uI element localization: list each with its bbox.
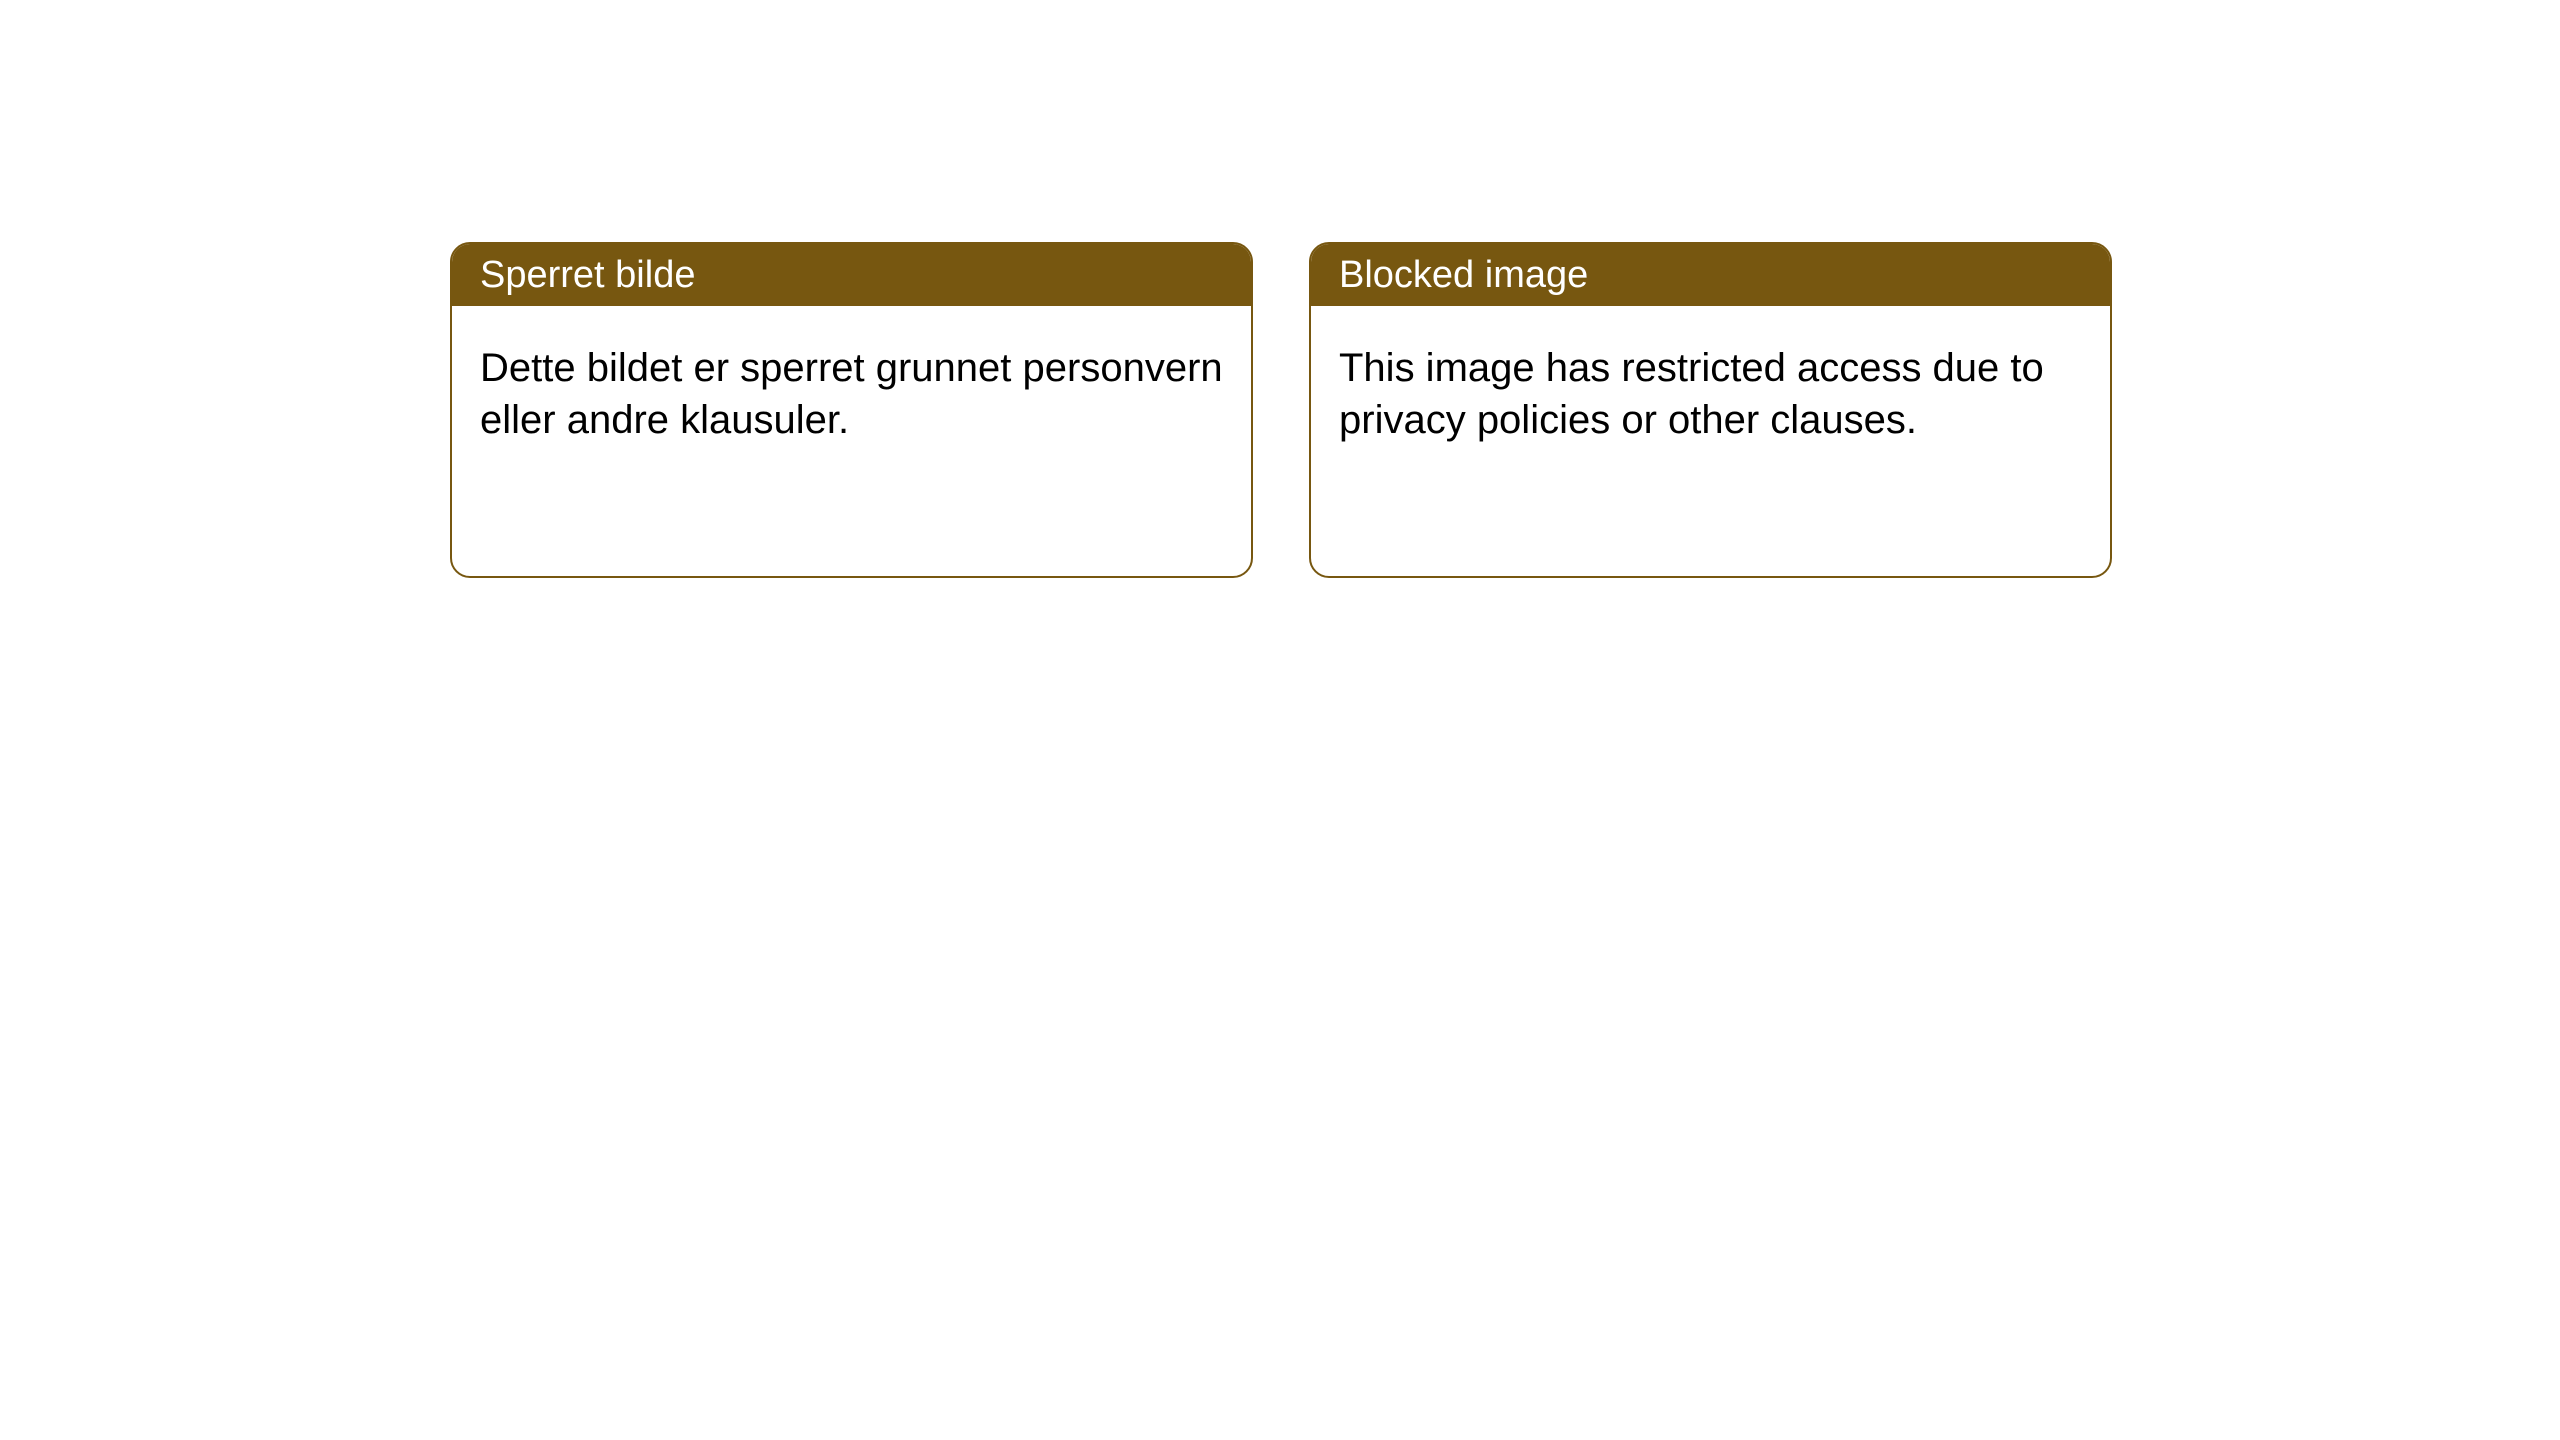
- notice-card-norwegian: Sperret bilde Dette bildet er sperret gr…: [450, 242, 1253, 578]
- notice-container: Sperret bilde Dette bildet er sperret gr…: [0, 0, 2560, 578]
- notice-text: Dette bildet er sperret grunnet personve…: [480, 346, 1223, 442]
- notice-title: Blocked image: [1339, 254, 1588, 297]
- notice-title: Sperret bilde: [480, 254, 695, 297]
- notice-header: Blocked image: [1311, 244, 2110, 306]
- notice-header: Sperret bilde: [452, 244, 1251, 306]
- notice-card-english: Blocked image This image has restricted …: [1309, 242, 2112, 578]
- notice-body: This image has restricted access due to …: [1311, 306, 2110, 482]
- notice-text: This image has restricted access due to …: [1339, 346, 2044, 442]
- notice-body: Dette bildet er sperret grunnet personve…: [452, 306, 1251, 482]
